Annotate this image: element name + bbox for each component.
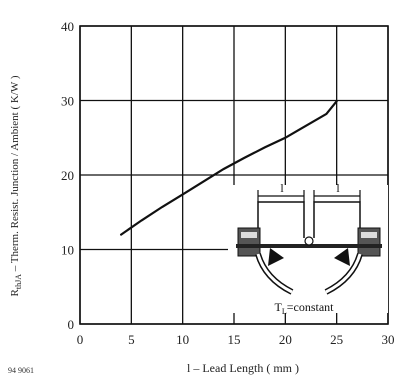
y-tick-labels: 0 10 20 30 40 [61,19,74,332]
diode-body [304,236,314,246]
x-tick-label: 20 [279,332,292,347]
x-tick-label: 30 [382,332,395,347]
x-tick-label: 15 [228,332,241,347]
board [236,244,382,248]
heatsink-highlight [361,232,377,238]
airflow-arrow-right-inner [325,253,362,294]
airflow-arrow-left-inner [256,253,293,294]
y-axis-label: RthJA – Therm. Resist. Junction / Ambien… [9,75,23,296]
y-tick-label: 30 [61,94,74,109]
x-tick-label: 0 [77,332,84,347]
heatsink-highlight [241,232,257,238]
x-axis-label: l – Lead Length ( mm ) [187,361,299,375]
y-tick-label: 0 [68,317,75,332]
y-tick-label: 20 [61,168,74,183]
condition-label: TL=constant [275,300,335,316]
x-tick-label: 25 [330,332,343,347]
arrow-head [268,248,284,266]
plot-frame [79,25,389,325]
series-line [120,100,338,236]
dimension-label-right: l [336,181,340,195]
y-tick-label: 10 [61,243,74,258]
dimension-label-left: l [280,181,284,195]
x-tick-label: 5 [128,332,135,347]
lead-left [257,201,305,238]
lead-length-inset: l l TL=constant [228,181,388,316]
figure-code: 94 9061 [8,366,34,375]
x-tick-label: 10 [176,332,189,347]
lead-right [313,201,361,238]
x-tick-labels: 0 5 10 15 20 25 30 [77,332,395,347]
y-tick-label: 40 [61,19,74,34]
arrow-head [334,248,350,266]
